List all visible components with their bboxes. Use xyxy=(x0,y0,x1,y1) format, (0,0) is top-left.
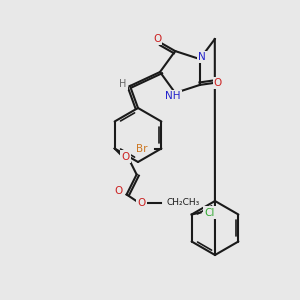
Text: N: N xyxy=(198,52,206,62)
Text: O: O xyxy=(115,185,123,196)
Text: O: O xyxy=(214,78,222,88)
Text: Cl: Cl xyxy=(204,208,215,218)
Text: O: O xyxy=(122,152,130,161)
Text: Br: Br xyxy=(136,143,147,154)
Text: NH: NH xyxy=(166,91,181,101)
Text: O: O xyxy=(137,197,146,208)
Text: H: H xyxy=(119,79,127,89)
Text: CH₂CH₃: CH₂CH₃ xyxy=(167,198,200,207)
Text: O: O xyxy=(153,34,161,44)
